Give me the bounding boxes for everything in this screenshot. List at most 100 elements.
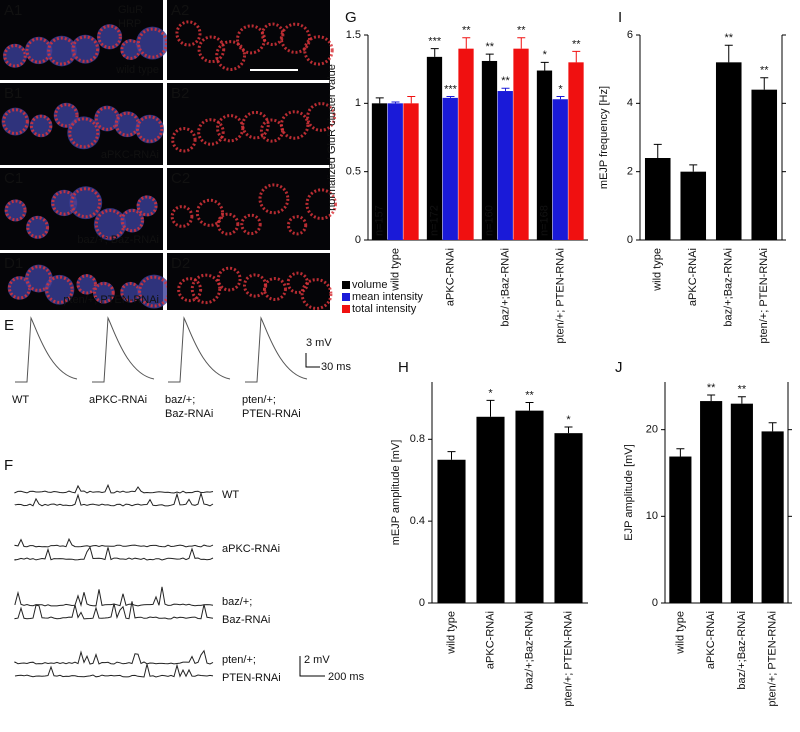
glur-ring (241, 110, 270, 140)
glur-ring (197, 35, 226, 64)
x-tick-label: pten/+; PTEN-RNAi (758, 248, 770, 344)
epsp-trace (245, 316, 308, 383)
genotype-label: baz/+; (165, 394, 195, 406)
scale-label: 2 mV (304, 654, 330, 666)
significance: * (566, 414, 571, 426)
hrp-bouton (137, 274, 172, 309)
recording-trace (14, 649, 214, 665)
recording-trace (14, 663, 214, 678)
x-tick-label: pten/+; PTEN-RNAi (767, 611, 779, 707)
glur-ring (3, 44, 27, 68)
error-bar (768, 422, 777, 432)
bar (481, 60, 498, 240)
genotype-label: Baz-RNAi (222, 614, 270, 626)
error-bar (556, 96, 565, 100)
glur-ring (195, 198, 225, 227)
hrp-bouton (1, 107, 30, 136)
glur-ring (215, 40, 247, 71)
glur-ring (258, 183, 290, 215)
hrp-bouton (96, 24, 123, 50)
bar (458, 48, 474, 240)
hrp-bouton (44, 274, 75, 305)
glur-ring (26, 216, 49, 239)
hrp-bouton (92, 281, 115, 304)
genotype-label: WT (12, 394, 29, 406)
glur-ring (2, 108, 29, 135)
glur-ring (97, 24, 122, 50)
genotype-label: pten/+; (242, 394, 276, 406)
panel-label: E (4, 317, 14, 334)
x-tick-label: wild type (445, 611, 457, 655)
n-label: n=172 (429, 205, 441, 236)
glur-ring (175, 20, 202, 47)
glur-ring (216, 212, 240, 236)
legend-swatch (342, 281, 350, 289)
bar (715, 62, 742, 241)
hrp-bouton (136, 26, 169, 60)
glur-ring (29, 114, 53, 137)
epsp-trace (15, 316, 78, 383)
error-bar (407, 96, 416, 104)
micrographs: A1 wild type A2 B1 aPKC-RNAi B2 C1 baz/+; Baz-R… (0, 0, 337, 310)
y-tick-label: 6 (627, 29, 633, 41)
error-bar (540, 61, 549, 71)
x-tick-label: wild type (674, 611, 686, 655)
panel-label: C1 (4, 170, 23, 187)
recording-trace (14, 537, 214, 548)
error-bar (676, 448, 685, 457)
genotype-label: aPKC-RNAi (89, 394, 147, 406)
genotype-label: baz/+; (222, 596, 252, 608)
x-tick-label: aPKC-RNAi (484, 611, 496, 669)
panel-label: A1 (4, 2, 22, 19)
glur-ring (45, 275, 74, 304)
hrp-bouton (114, 111, 141, 138)
panel-label: D1 (4, 255, 23, 272)
error-bar (462, 37, 471, 49)
bar (730, 403, 753, 603)
hrp-bouton (4, 199, 27, 222)
x-tick-label: aPKC-RNAi (444, 248, 456, 306)
hrp-bouton (136, 195, 158, 217)
genotype-label: PTEN-RNAi (222, 672, 281, 684)
significance: * (543, 49, 548, 61)
bar (536, 70, 553, 241)
glur-ring (305, 188, 337, 220)
significance: ** (738, 384, 747, 396)
hrp-bouton (2, 43, 28, 68)
glur-ring (136, 27, 168, 59)
stain-legend: GluR (118, 4, 143, 16)
error-bar (486, 399, 495, 417)
scale-label: 3 mV (306, 337, 332, 349)
bar (476, 416, 505, 603)
error-bar (572, 50, 581, 63)
error-bar (737, 396, 746, 404)
y-tick-label: 1.5 (346, 29, 361, 41)
glur-ring (300, 278, 333, 310)
y-tick-label: 4 (627, 97, 633, 109)
legend-label: total intensity (352, 303, 417, 315)
scale-label: 200 ms (328, 671, 365, 683)
legend-swatch (342, 293, 350, 301)
error-bar (430, 48, 439, 57)
scale-bar (299, 656, 325, 677)
bar (371, 103, 388, 240)
bar (644, 158, 671, 240)
error-bar (564, 426, 573, 434)
bar (751, 89, 778, 241)
genotype-label: Baz-RNAi (165, 408, 213, 420)
y-tick-label: 10 (646, 510, 658, 522)
glur-ring (286, 215, 308, 236)
epsp-trace (92, 316, 155, 383)
x-tick-label: pten/+; PTEN-RNAi (562, 611, 574, 707)
panel-label: F (4, 457, 13, 474)
y-axis-label: normalized GluR cluster value (326, 64, 338, 211)
glur-ring (68, 117, 100, 149)
x-tick-label: aPKC-RNAi (687, 248, 699, 306)
glur-ring (262, 277, 287, 302)
stain-legend: HRP (118, 18, 141, 30)
glur-ring (279, 22, 312, 54)
error-bar (501, 87, 510, 92)
y-tick-label: 0 (419, 597, 425, 609)
glur-ring (177, 277, 203, 303)
y-tick-label: 0.5 (346, 166, 361, 178)
